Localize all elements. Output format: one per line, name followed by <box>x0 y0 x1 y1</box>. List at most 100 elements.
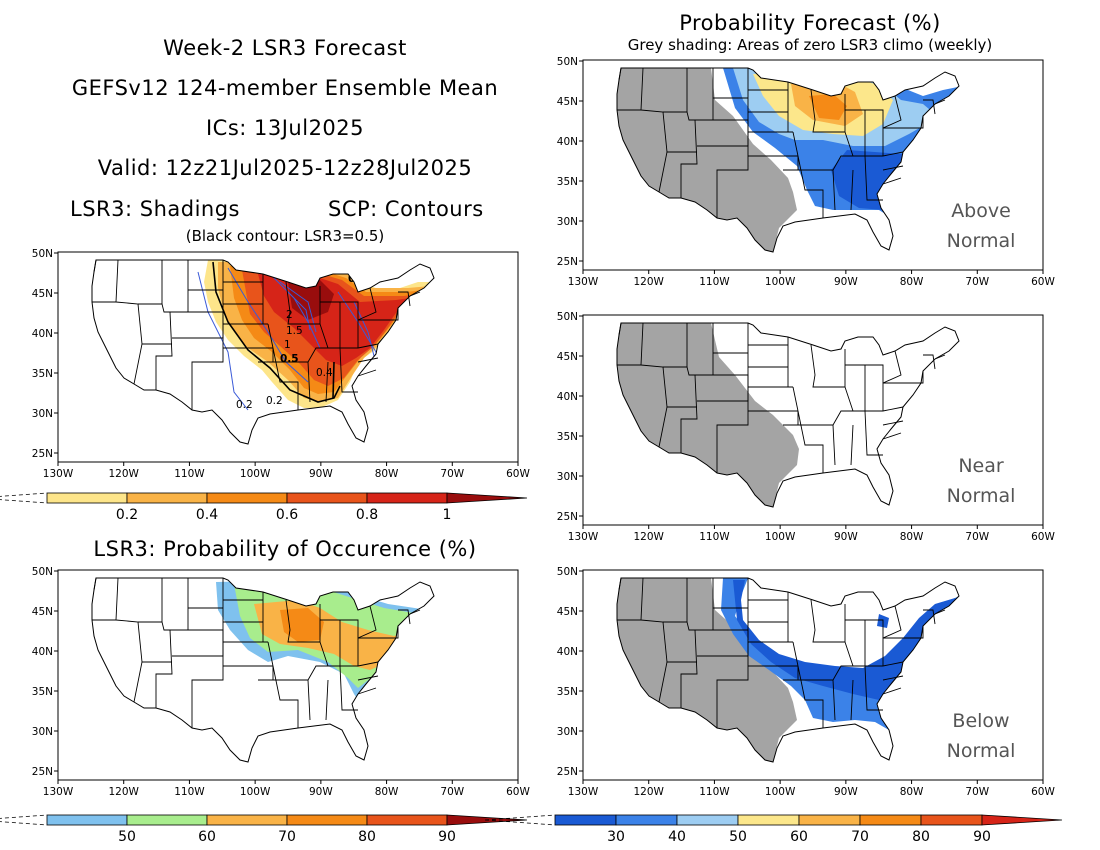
lon-tick-label: 130W <box>43 786 74 798</box>
lon-tick-label: 80W <box>900 276 924 288</box>
occurrence-map: 50N 45N 40N 35N 30N 25N 130W 120W 110W 100W 90W 80W… <box>32 566 531 798</box>
lat-tick-label: 45N <box>32 606 53 618</box>
lat-tick-label: 40N <box>557 646 578 658</box>
panel-label-line2: Normal <box>947 740 1016 762</box>
lsr3-0.5-contour <box>212 261 341 403</box>
colorbar-label: 90 <box>973 829 991 845</box>
lat-tick-label: 50N <box>557 56 578 68</box>
grey-mask <box>617 68 909 252</box>
probability-subtitle: Grey shading: Areas of zero LSR3 climo (… <box>627 36 993 54</box>
probability-title: Probability Forecast (%) <box>679 11 941 35</box>
colorbar-label: 90 <box>438 829 456 845</box>
colorbar-label: 30 <box>607 829 625 845</box>
lat-tick-label: 25N <box>32 448 53 460</box>
prob-shade-80 <box>809 94 847 120</box>
lat-tick-label: 25N <box>557 766 578 778</box>
lon-tick-label: 80W <box>900 531 924 543</box>
lon-tick-label: 70W <box>440 468 464 480</box>
lon-tick-label: 120W <box>108 468 139 480</box>
lon-tick-label: 80W <box>900 786 924 798</box>
lat-tick-label: 45N <box>32 288 53 300</box>
colorbar-swatch <box>126 814 208 826</box>
lon-tick-label: 110W <box>699 531 730 543</box>
title-line-4: Valid: 12z21Jul2025-12z28Jul2025 <box>97 156 473 180</box>
scp-contour <box>227 267 309 383</box>
lon-tick-label: 120W <box>633 276 664 288</box>
colorbar-swatch <box>920 814 983 826</box>
title-line-2: GEFSv12 124-member Ensemble Mean <box>71 76 499 100</box>
colorbar-label: 70 <box>278 829 296 845</box>
map-frame <box>57 569 519 781</box>
colorbar-swatch <box>206 492 288 504</box>
colorbar-label: 50 <box>118 829 136 845</box>
colorbar-swatch <box>286 814 368 826</box>
lon-tick-label: 70W <box>965 276 989 288</box>
lon-tick-label: 120W <box>633 531 664 543</box>
lon-tick-label: 70W <box>965 531 989 543</box>
colorbar-label: 0.8 <box>356 507 378 523</box>
scp-contour-label: 0.2 <box>266 395 283 407</box>
colorbar-swatch <box>46 814 128 826</box>
lon-tick-label: 90W <box>834 531 858 543</box>
lsr3-shade-max <box>288 280 334 320</box>
panel-label-line1: Near <box>958 455 1004 477</box>
scp-contour <box>287 291 311 331</box>
lat-tick-label: 30N <box>32 726 53 738</box>
above-normal-map: 50N 45N 40N 35N 30N 25N 130W 120W 110W 100W 90W 80W… <box>557 56 1056 288</box>
lat-tick-label: 25N <box>32 766 53 778</box>
grey-mask <box>617 323 909 507</box>
map-frame <box>582 314 1044 526</box>
colorbar-label: 0.6 <box>276 507 298 523</box>
scp-contour-label: 0.2 <box>236 399 253 411</box>
lat-tick-label: 40N <box>557 136 578 148</box>
lat-tick-label: 50N <box>557 566 578 578</box>
lat-tick-label: 30N <box>557 216 578 228</box>
lat-tick-label: 35N <box>32 686 53 698</box>
lon-tick-label: 100W <box>765 531 796 543</box>
lon-tick-label: 90W <box>309 786 333 798</box>
lon-tick-label: 60W <box>506 786 530 798</box>
lon-tick-label: 110W <box>699 276 730 288</box>
scp-contour-label: 1 <box>284 339 291 351</box>
lon-tick-label: 70W <box>440 786 464 798</box>
scp-contour-label: 0.4 <box>316 367 333 379</box>
lon-tick-label: 130W <box>568 531 599 543</box>
lat-tick-label: 30N <box>557 471 578 483</box>
lat-tick-label: 45N <box>557 351 578 363</box>
colorbar-swatch <box>126 492 208 504</box>
colorbar-label: 80 <box>912 829 930 845</box>
lon-tick-label: 60W <box>1031 531 1055 543</box>
lat-tick-label: 45N <box>557 606 578 618</box>
map-frame <box>582 569 1044 781</box>
lat-tick-label: 40N <box>32 328 53 340</box>
occurrence-title: LSR3: Probability of Occurence (%) <box>93 537 477 561</box>
colorbar-label: 70 <box>851 829 869 845</box>
scp-contour <box>267 271 321 349</box>
lon-tick-label: 60W <box>1031 786 1055 798</box>
panel-label-line1: Below <box>952 710 1009 732</box>
title-line-1: Week-2 LSR3 Forecast <box>163 36 407 60</box>
lat-tick-label: 25N <box>557 511 578 523</box>
lat-tick-label: 35N <box>557 176 578 188</box>
colorbar-label: 0.2 <box>116 507 138 523</box>
lon-tick-label: 130W <box>568 276 599 288</box>
lat-tick-label: 30N <box>32 408 53 420</box>
lat-tick-label: 25N <box>557 256 578 268</box>
lsr3-colorbar: 0.2 0.4 0.6 0.8 1 <box>0 492 528 523</box>
lon-tick-label: 110W <box>699 786 730 798</box>
lon-tick-label: 100W <box>240 468 271 480</box>
title-line-3: ICs: 13Jul2025 <box>205 116 365 140</box>
near-normal-map: 50N 45N 40N 35N 30N 25N 130W 120W 110W 100W 90W 80W… <box>557 311 1056 543</box>
colorbar-swatch <box>554 814 617 826</box>
colorbar-label: 80 <box>358 829 376 845</box>
lon-tick-label: 130W <box>43 468 74 480</box>
lat-tick-label: 45N <box>557 96 578 108</box>
lon-tick-label: 100W <box>240 786 271 798</box>
colorbar-swatch <box>859 814 922 826</box>
colorbar-swatch <box>286 492 368 504</box>
lon-tick-label: 90W <box>309 468 333 480</box>
colorbar-label: 60 <box>790 829 808 845</box>
lon-tick-label: 70W <box>965 786 989 798</box>
colorbar-label: 1 <box>443 507 452 523</box>
